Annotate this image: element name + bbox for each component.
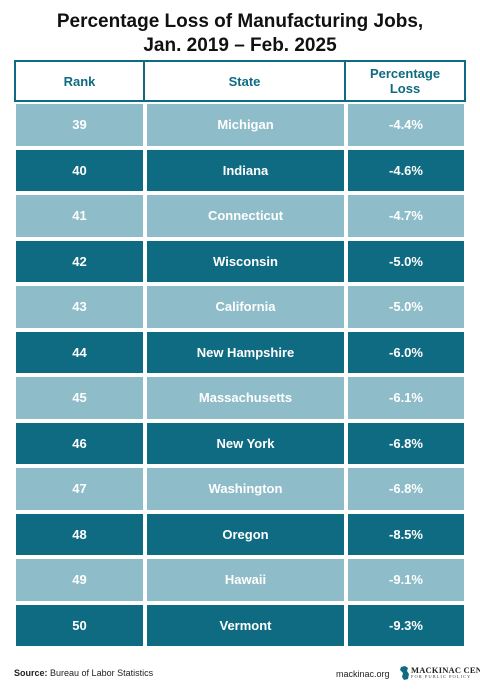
state-cell: Connecticut <box>145 193 346 239</box>
state-cell: Massachusetts <box>145 375 346 421</box>
chart-title-line-1: Percentage Loss of Manufacturing Jobs, <box>56 11 424 32</box>
data-table: Rank State Percentage Loss 39 Michigan -4.… <box>14 60 466 648</box>
state-cell: Michigan <box>145 102 346 148</box>
state-cell: Indiana <box>145 147 346 193</box>
rank-cell: 46 <box>14 420 145 466</box>
percentage-loss-cell: -9.3% <box>346 602 466 648</box>
header-state: State <box>145 60 346 102</box>
percentage-loss-cell: -8.5% <box>346 511 466 557</box>
state-cell: Wisconsin <box>145 238 346 284</box>
percentage-loss-cell: -4.6% <box>346 147 466 193</box>
percentage-loss-cell: -4.4% <box>346 102 466 148</box>
rank-cell: 40 <box>14 147 145 193</box>
state-cell: Vermont <box>145 602 346 648</box>
percentage-loss-cell: -9.1% <box>346 557 466 603</box>
logo-main-text: MACKINAC CENTER <box>411 665 480 675</box>
percentage-loss-cell: -5.0% <box>346 284 466 330</box>
state-cell: Washington <box>145 466 346 512</box>
rank-cell: 50 <box>14 602 145 648</box>
rank-cell: 44 <box>14 329 145 375</box>
state-cell: New Hampshire <box>145 329 346 375</box>
mackinac-logo: MACKINAC CENTER FOR PUBLIC POLICY <box>399 664 480 682</box>
rank-cell: 43 <box>14 284 145 330</box>
header-percentage-loss: Percentage Loss <box>346 60 466 102</box>
state-cell: California <box>145 284 346 330</box>
chart-title: Percentage Loss of Manufacturing Jobs, J… <box>0 10 480 58</box>
source-note: Source: Bureau of Labor Statistics <box>14 668 153 678</box>
source-label: Source: <box>14 668 48 678</box>
percentage-loss-cell: -6.1% <box>346 375 466 421</box>
percentage-loss-cell: -6.0% <box>346 329 466 375</box>
header-percentage-loss-line-2: Loss <box>389 81 421 96</box>
footer: Source: Bureau of Labor Statistics macki… <box>14 664 480 684</box>
percentage-loss-cell: -6.8% <box>346 466 466 512</box>
source-text: Bureau of Labor Statistics <box>50 668 154 678</box>
rank-cell: 49 <box>14 557 145 603</box>
logo-sub-text: FOR PUBLIC POLICY <box>411 674 472 679</box>
header-rank: Rank <box>14 60 145 102</box>
rank-cell: 47 <box>14 466 145 512</box>
rank-cell: 42 <box>14 238 145 284</box>
rank-cell: 45 <box>14 375 145 421</box>
chart-title-line-2: Jan. 2019 – Feb. 2025 <box>143 35 337 56</box>
percentage-loss-cell: -5.0% <box>346 238 466 284</box>
state-cell: Oregon <box>145 511 346 557</box>
rank-cell: 41 <box>14 193 145 239</box>
percentage-loss-cell: -4.7% <box>346 193 466 239</box>
header-percentage-loss-line-1: Percentage <box>369 66 441 81</box>
rank-cell: 39 <box>14 102 145 148</box>
state-cell: Hawaii <box>145 557 346 603</box>
michigan-map-icon <box>400 666 409 680</box>
state-cell: New York <box>145 420 346 466</box>
percentage-loss-cell: -6.8% <box>346 420 466 466</box>
rank-cell: 48 <box>14 511 145 557</box>
site-url: mackinac.org <box>336 669 390 679</box>
